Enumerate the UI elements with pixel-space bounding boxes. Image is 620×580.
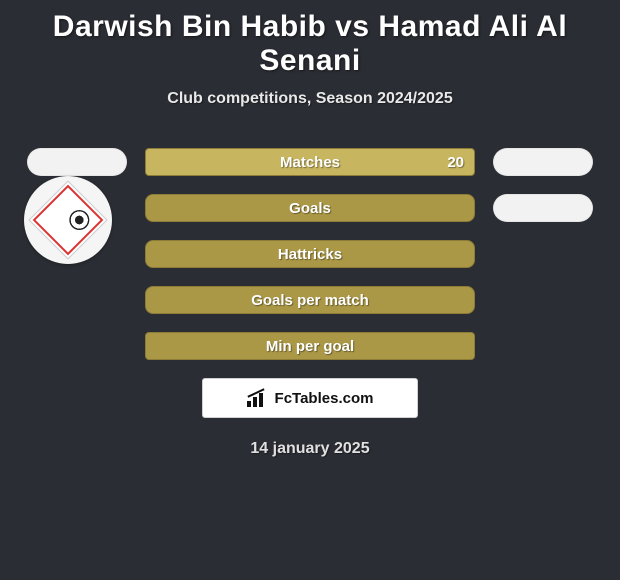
right-pill xyxy=(493,148,593,176)
stat-label: Min per goal xyxy=(266,338,354,355)
football-icon xyxy=(69,210,89,230)
stat-row-mpg: Min per goal xyxy=(0,332,620,360)
date-label: 14 january 2025 xyxy=(0,440,620,458)
stat-value-right: 20 xyxy=(447,154,464,171)
chart-icon xyxy=(247,389,269,407)
stat-label: Goals xyxy=(289,200,331,217)
stat-bar: Min per goal xyxy=(145,332,475,360)
stat-label: Hattricks xyxy=(278,246,342,263)
stat-row-gpm: Goals per match xyxy=(0,286,620,314)
page-title: Darwish Bin Habib vs Hamad Ali Al Senani xyxy=(0,0,620,78)
club-logo-icon xyxy=(28,180,107,259)
club-badge xyxy=(24,176,112,264)
brand-badge: FcTables.com xyxy=(202,378,418,418)
stat-label: Goals per match xyxy=(251,292,369,309)
stat-label: Matches xyxy=(280,154,340,171)
stat-row-matches: Matches 20 xyxy=(0,148,620,176)
right-pill xyxy=(493,194,593,222)
brand-text: FcTables.com xyxy=(275,390,374,407)
stat-bar: Goals xyxy=(145,194,475,222)
left-pill xyxy=(27,148,127,176)
stat-bar: Matches 20 xyxy=(145,148,475,176)
stat-bar: Goals per match xyxy=(145,286,475,314)
stat-bar: Hattricks xyxy=(145,240,475,268)
subtitle: Club competitions, Season 2024/2025 xyxy=(0,90,620,108)
